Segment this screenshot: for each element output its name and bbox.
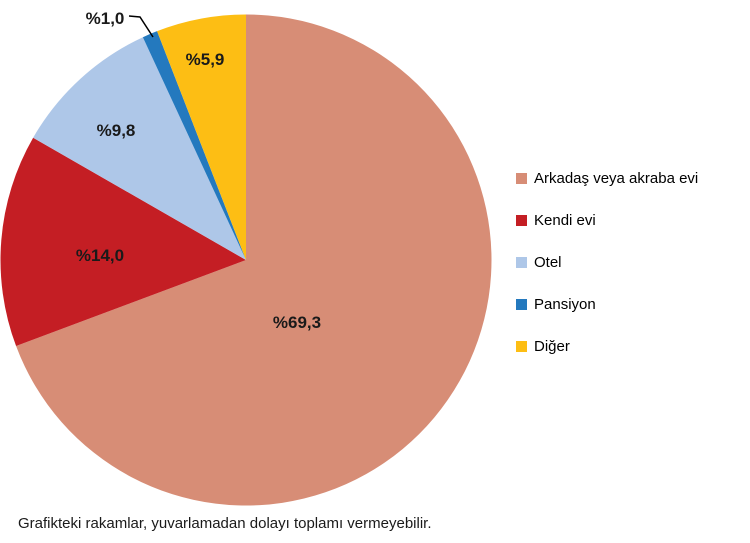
legend-label: Pansiyon bbox=[534, 295, 596, 313]
legend-item-pansiyon: Pansiyon bbox=[516, 283, 698, 325]
legend-item-diger: Diğer bbox=[516, 325, 698, 367]
pie-slice-kendi-evi bbox=[0, 137, 246, 347]
chart-footnote: Grafikteki rakamlar, yuvarlamadan dolayı… bbox=[18, 515, 432, 532]
leader-line-pansiyon bbox=[128, 15, 154, 38]
legend-item-arkadas-veya-akraba-evi: Arkadaş veya akraba evi bbox=[516, 157, 698, 199]
slice-label-otel: %9,8 bbox=[96, 121, 136, 140]
legend-item-otel: Otel bbox=[516, 241, 698, 283]
legend-label: Arkadaş veya akraba evi bbox=[534, 169, 699, 187]
legend-swatch-icon bbox=[516, 340, 527, 352]
legend-swatch-icon bbox=[516, 214, 527, 226]
legend-swatch-icon bbox=[516, 172, 527, 184]
pie-slice-otel bbox=[33, 37, 246, 261]
pie-slice-arkadas-veya-akraba-evi bbox=[16, 14, 492, 506]
legend-label: Diğer bbox=[534, 337, 570, 355]
legend: Arkadaş veya akraba evi Kendi evi Otel P… bbox=[516, 157, 698, 367]
legend-item-kendi-evi: Kendi evi bbox=[516, 199, 698, 241]
slice-label-kendi-evi: %14,0 bbox=[75, 246, 125, 265]
legend-swatch-icon bbox=[516, 256, 527, 268]
legend-label: Kendi evi bbox=[534, 211, 596, 229]
slice-label-diger: %5,9 bbox=[185, 50, 225, 69]
pie-slice-pansiyon bbox=[142, 31, 246, 261]
slice-label-arkadas-veya-akraba-evi: %69,3 bbox=[272, 313, 322, 332]
pie-slices bbox=[0, 14, 492, 506]
pie-slice-diger bbox=[157, 14, 246, 260]
slice-label-pansiyon: %1,0 bbox=[85, 9, 125, 28]
legend-label: Otel bbox=[534, 253, 562, 271]
legend-swatch-icon bbox=[516, 298, 527, 310]
